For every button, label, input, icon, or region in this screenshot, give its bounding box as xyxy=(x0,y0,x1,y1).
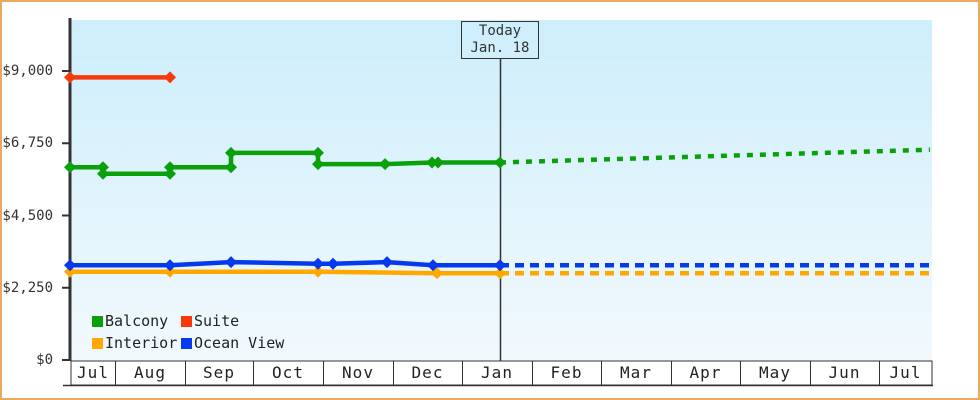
series-marker-balcony xyxy=(312,146,324,159)
series-marker-balcony xyxy=(97,167,109,180)
series-marker-balcony xyxy=(225,146,237,159)
series-marker-ocean-view xyxy=(427,259,439,272)
series-marker-balcony xyxy=(225,161,237,174)
series-marker-suite xyxy=(64,71,76,84)
series-marker-balcony xyxy=(432,156,444,169)
x-axis-row xyxy=(70,360,933,386)
series-marker-balcony xyxy=(64,161,76,174)
series-marker-interior xyxy=(164,265,176,278)
series-marker-balcony xyxy=(97,161,109,174)
series-marker-balcony xyxy=(379,158,391,171)
series-marker-balcony xyxy=(164,167,176,180)
series-marker-suite xyxy=(164,71,176,84)
series-marker-ocean-view xyxy=(164,259,176,272)
series-marker-balcony xyxy=(312,158,324,171)
plot-background xyxy=(71,20,932,361)
series-marker-ocean-view xyxy=(381,256,393,269)
series-line-ocean-view xyxy=(70,259,500,268)
series-marker-balcony xyxy=(164,161,176,174)
series-marker-ocean-view xyxy=(225,256,237,269)
series-marker-ocean-view xyxy=(64,259,76,272)
series-marker-ocean-view xyxy=(327,257,339,270)
series-marker-interior xyxy=(64,265,76,278)
series-marker-ocean-view xyxy=(312,257,324,270)
series-marker-interior xyxy=(312,265,324,278)
